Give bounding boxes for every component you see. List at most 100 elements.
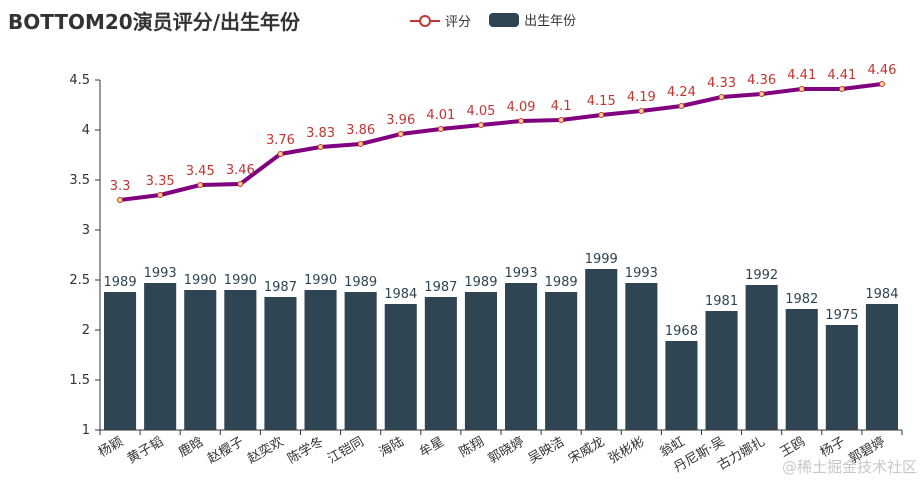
x-tick-label: 江铠同 xyxy=(325,434,367,467)
y-tick-label: 2.5 xyxy=(69,273,90,288)
bar-label: 1975 xyxy=(825,308,858,323)
bar-label: 1990 xyxy=(304,273,337,288)
bar-label: 1987 xyxy=(264,280,297,295)
x-tick-label: 牟星 xyxy=(417,434,447,460)
bar xyxy=(705,311,738,430)
bar xyxy=(665,341,698,430)
score-point xyxy=(437,126,444,132)
bar-label: 1989 xyxy=(464,275,497,290)
score-point xyxy=(598,112,605,118)
score-label: 4.41 xyxy=(827,68,856,83)
y-tick-label: 1 xyxy=(82,423,90,438)
y-tick-label: 2 xyxy=(82,323,90,338)
score-point xyxy=(558,117,565,123)
x-tick-label: 吴映洁 xyxy=(526,434,567,466)
score-point xyxy=(397,131,404,137)
score-label: 4.05 xyxy=(466,104,495,119)
bar xyxy=(625,283,658,430)
watermark: @稀土掘金技术社区 xyxy=(781,458,917,476)
score-label: 4.46 xyxy=(867,63,896,78)
score-point xyxy=(838,86,845,92)
bar xyxy=(184,290,217,430)
bar-label: 1993 xyxy=(505,266,538,281)
score-point xyxy=(237,181,244,187)
score-point xyxy=(638,108,645,114)
score-label: 4.24 xyxy=(667,85,696,100)
y-tick-label: 3 xyxy=(82,223,90,238)
x-tick-label: 赵奕欢 xyxy=(245,434,287,467)
score-point xyxy=(117,197,124,203)
bar-label: 1989 xyxy=(545,275,578,290)
bar xyxy=(104,292,137,430)
score-point xyxy=(357,141,364,147)
legend-label-score: 评分 xyxy=(445,15,472,30)
legend-item-score[interactable]: 评分 xyxy=(410,11,471,30)
bar-label: 1990 xyxy=(224,273,257,288)
score-label: 4.41 xyxy=(787,68,816,83)
bar xyxy=(464,292,497,430)
bar xyxy=(505,283,538,430)
legend: 评分 出生年份 xyxy=(410,10,576,32)
bar xyxy=(545,292,578,430)
bar-label: 1981 xyxy=(705,294,738,309)
x-tick-label: 张彬彬 xyxy=(606,434,647,466)
score-label: 3.76 xyxy=(266,133,295,148)
x-tick-label: 郭晓婷 xyxy=(485,434,527,467)
score-label: 3.86 xyxy=(346,123,375,138)
x-tick-label: 宋威龙 xyxy=(566,434,607,466)
bar xyxy=(424,297,457,430)
legend-label-birth-year: 出生年份 xyxy=(524,14,577,29)
score-label: 3.35 xyxy=(146,174,175,189)
score-label: 4.33 xyxy=(707,76,736,91)
score-label: 4.15 xyxy=(587,94,616,109)
x-tick-label: 鹿晗 xyxy=(176,434,207,461)
score-point xyxy=(798,86,805,92)
bar-label: 1990 xyxy=(184,273,217,288)
bar xyxy=(264,297,297,430)
bar-label: 1989 xyxy=(104,275,137,290)
score-label: 4.09 xyxy=(507,100,536,115)
bar-label: 1984 xyxy=(384,287,417,302)
bar xyxy=(585,269,618,430)
score-label: 3.45 xyxy=(186,164,215,179)
y-tick-label: 4 xyxy=(82,123,90,138)
x-tick-label: 陈学冬 xyxy=(285,434,327,467)
score-label: 4.1 xyxy=(551,99,572,114)
y-tick-label: 4.5 xyxy=(69,73,90,88)
bar xyxy=(865,304,898,430)
bar xyxy=(224,290,257,430)
legend-line-marker-icon xyxy=(410,14,440,27)
chart-title: BOTTOM20演员评分/出生年份 xyxy=(8,10,301,34)
bar xyxy=(825,325,858,430)
score-label: 4.01 xyxy=(426,108,455,123)
score-point xyxy=(477,122,484,128)
bar xyxy=(785,309,818,430)
x-tick-label: 陈翔 xyxy=(456,434,487,461)
bar-label: 1992 xyxy=(745,268,778,283)
legend-item-birth-year[interactable]: 出生年份 xyxy=(489,10,576,29)
bar xyxy=(745,285,778,430)
score-label: 4.19 xyxy=(627,90,656,105)
bar-label: 1987 xyxy=(424,280,457,295)
score-point xyxy=(317,144,324,150)
score-point xyxy=(758,91,765,97)
bar-label: 1982 xyxy=(785,292,818,307)
score-line xyxy=(119,82,883,202)
y-tick-label: 1.5 xyxy=(69,373,90,388)
bar xyxy=(304,290,337,430)
y-tick-label: 3.5 xyxy=(69,173,90,188)
score-label: 4.36 xyxy=(747,73,776,88)
bar xyxy=(384,304,417,430)
bar xyxy=(344,292,377,430)
score-label: 3.96 xyxy=(386,113,415,128)
score-label: 3.83 xyxy=(306,126,335,141)
score-point xyxy=(277,151,284,157)
legend-bar-marker-icon xyxy=(489,12,520,27)
bar-label: 1993 xyxy=(144,266,177,281)
bar-label: 1989 xyxy=(344,275,377,290)
score-point xyxy=(157,192,164,198)
bar-label: 1993 xyxy=(625,266,658,281)
score-point xyxy=(518,118,525,124)
score-point xyxy=(878,81,885,87)
score-label: 3.3 xyxy=(110,179,131,194)
